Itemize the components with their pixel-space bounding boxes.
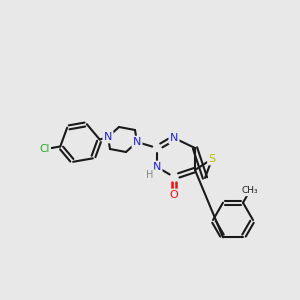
Text: S: S bbox=[208, 154, 216, 164]
Text: O: O bbox=[169, 190, 178, 200]
Text: H: H bbox=[146, 170, 154, 180]
Text: CH₃: CH₃ bbox=[242, 186, 258, 195]
Text: Cl: Cl bbox=[39, 144, 50, 154]
Text: N: N bbox=[104, 132, 112, 142]
Text: N: N bbox=[170, 133, 178, 143]
Text: N: N bbox=[133, 137, 141, 147]
Text: N: N bbox=[153, 162, 161, 172]
